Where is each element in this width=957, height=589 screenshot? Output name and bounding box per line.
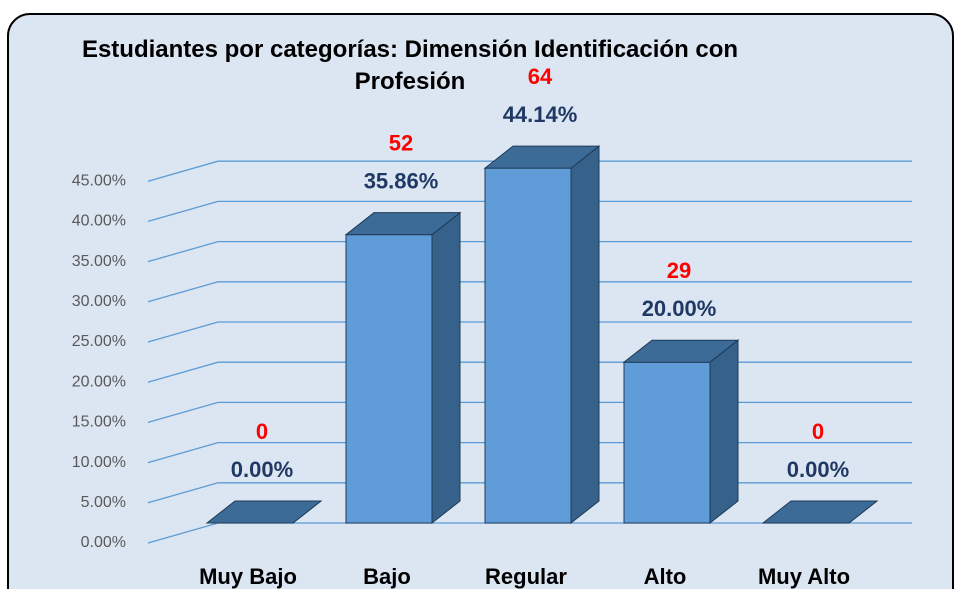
value-label: 20.00% (642, 296, 717, 321)
grid-line (147, 160, 912, 182)
bar-top (761, 500, 879, 524)
x-tick-label: Alto (644, 564, 687, 589)
bar-top (344, 212, 462, 236)
bar-top (205, 500, 323, 524)
bar-top (622, 339, 740, 363)
count-label: 0 (812, 419, 824, 444)
value-label: 44.14% (503, 102, 578, 127)
x-tick-label: Bajo (363, 564, 411, 589)
count-label: 29 (667, 258, 691, 283)
grid-line (147, 240, 912, 263)
y-tick-label: 10.00% (72, 454, 126, 471)
y-tick-label: 40.00% (72, 213, 126, 230)
bar (484, 167, 572, 524)
count-label: 64 (528, 64, 553, 89)
x-tick-label: Muy Bajo (199, 564, 297, 589)
y-tick-label: 35.00% (72, 253, 126, 270)
value-label: 35.86% (364, 168, 439, 193)
grid-line (147, 200, 912, 223)
y-tick-label: 45.00% (72, 172, 126, 189)
bar-side (570, 145, 600, 525)
value-label: 0.00% (231, 457, 293, 482)
bar-side (431, 211, 461, 525)
y-tick-label: 5.00% (81, 494, 126, 511)
chart-title: Estudiantes por categorías: Dimensión Id… (81, 36, 739, 95)
bar-top (483, 145, 601, 169)
count-label: 52 (389, 130, 413, 155)
x-tick-label: Muy Alto (758, 564, 850, 589)
y-tick-label: 20.00% (72, 373, 126, 390)
y-tick-label: 15.00% (72, 414, 126, 431)
y-tick-label: 30.00% (72, 293, 126, 310)
value-label: 0.00% (787, 457, 849, 482)
count-label: 0 (256, 419, 268, 444)
y-tick-label: 25.00% (72, 333, 126, 350)
bar-side (709, 339, 739, 525)
grid-line (147, 321, 912, 343)
bar (345, 234, 433, 524)
bar (623, 361, 711, 524)
x-tick-label: Regular (485, 564, 567, 589)
grid-line (147, 281, 912, 303)
y-tick-label: 0.00% (81, 534, 126, 551)
